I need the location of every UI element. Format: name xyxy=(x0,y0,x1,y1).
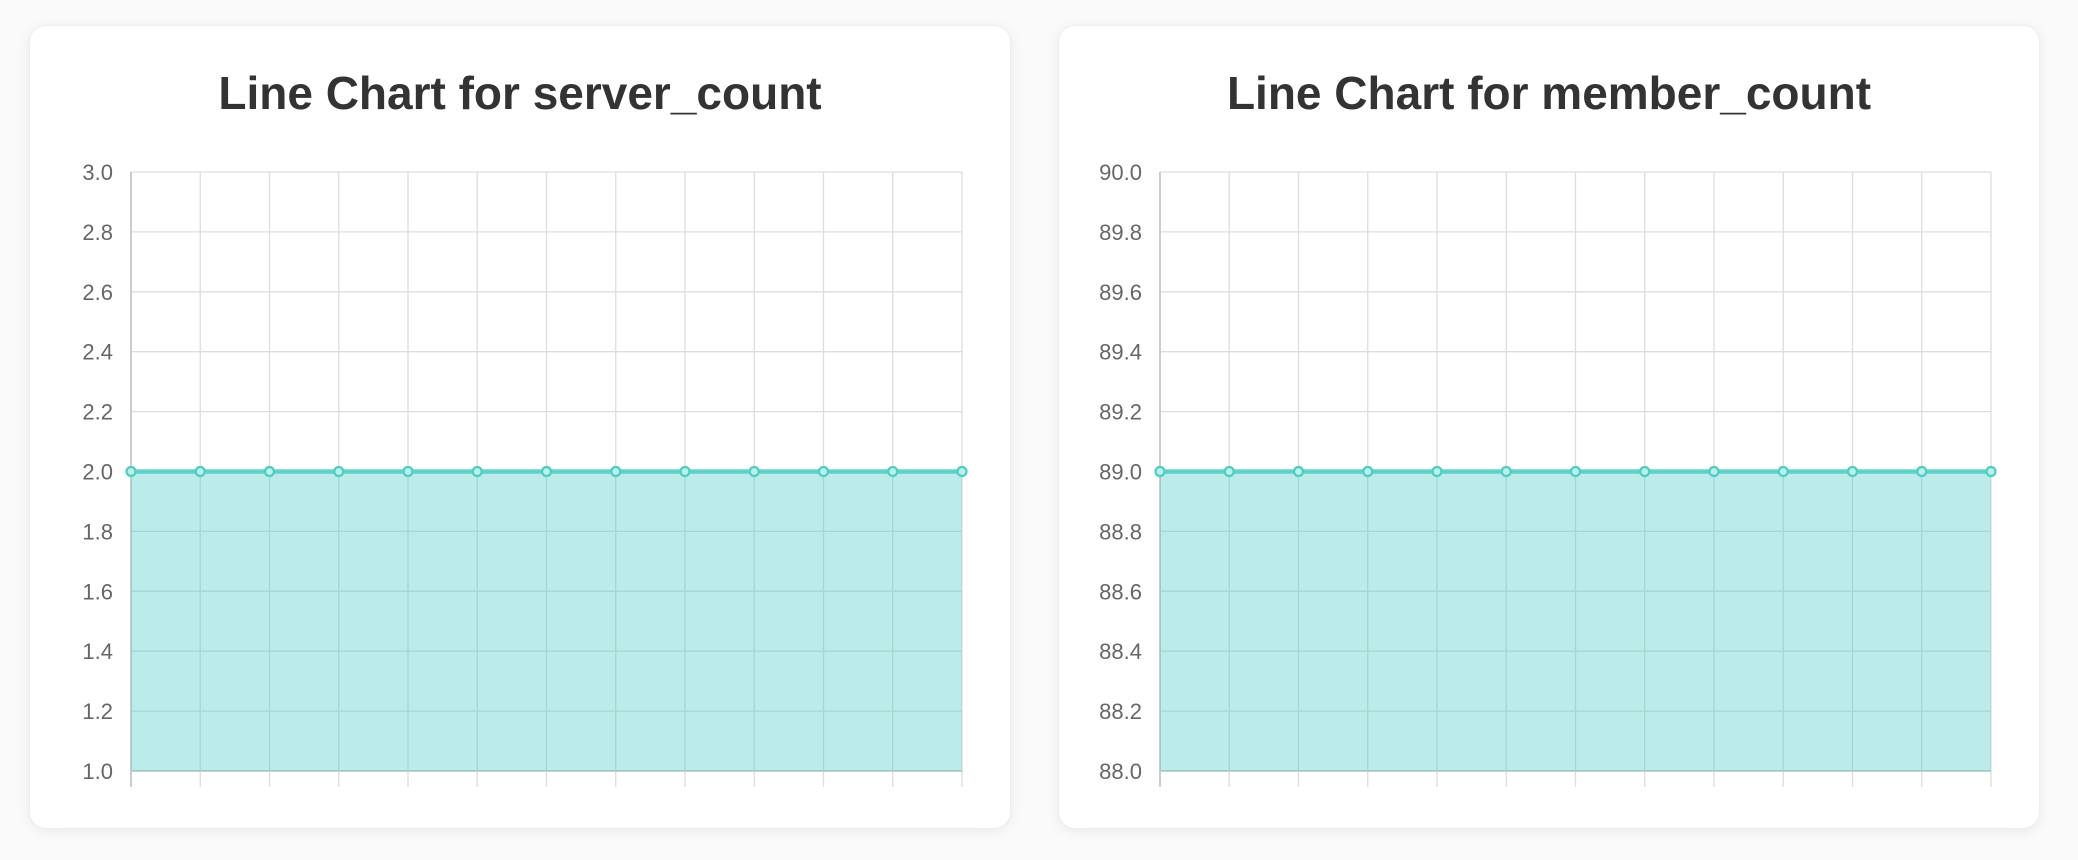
data-point xyxy=(1500,465,1512,478)
data-point xyxy=(540,465,553,478)
y-tick-label: 90.0 xyxy=(1099,160,1142,185)
data-point xyxy=(817,465,830,478)
data-point xyxy=(1154,465,1166,478)
data-point xyxy=(679,465,691,478)
data-point xyxy=(1292,465,1305,478)
y-tick-label: 88.8 xyxy=(1099,519,1142,544)
data-point xyxy=(471,465,483,478)
chart-title: Line Chart for server_count xyxy=(218,67,822,119)
chart-card-member-count: Line Chart for member_count 90.0 89.8 89.6… xyxy=(1059,26,2039,828)
chart-card-server-count: Line Chart for server_count 3.0 2.8 2.6 2.4… xyxy=(30,26,1010,828)
y-tick-label: 88.0 xyxy=(1099,759,1142,784)
y-tick-label: 89.4 xyxy=(1099,340,1142,365)
data-point xyxy=(1431,465,1443,478)
data-point xyxy=(1708,465,1720,478)
series-area-fill xyxy=(131,471,962,771)
data-point xyxy=(1362,465,1374,478)
y-tick-label: 1.8 xyxy=(82,519,113,544)
y-tick-label: 1.4 xyxy=(82,639,113,664)
data-point xyxy=(956,465,968,478)
y-tick-label: 2.4 xyxy=(82,340,113,365)
y-tick-label: 89.2 xyxy=(1099,400,1142,425)
data-point xyxy=(887,465,899,478)
y-tick-label: 1.0 xyxy=(82,759,113,784)
data-point xyxy=(263,465,276,478)
y-tick-label: 89.6 xyxy=(1099,280,1142,305)
data-point xyxy=(748,465,760,478)
y-tick-label: 89.8 xyxy=(1099,220,1142,245)
data-point xyxy=(333,465,345,478)
data-point xyxy=(1846,465,1859,478)
y-tick-label: 89.0 xyxy=(1099,460,1142,485)
y-tick-label: 2.8 xyxy=(82,220,113,245)
data-point xyxy=(1985,465,1997,478)
y-tick-label: 88.4 xyxy=(1099,639,1142,664)
y-tick-label: 1.6 xyxy=(82,579,113,604)
series-area-fill xyxy=(1160,471,1991,771)
y-tick-label: 3.0 xyxy=(82,160,113,185)
y-tick-label: 2.6 xyxy=(82,280,113,305)
data-point xyxy=(610,465,622,478)
y-tick-label: 2.0 xyxy=(82,460,113,485)
y-tick-label: 1.2 xyxy=(82,699,113,724)
data-point xyxy=(402,465,414,478)
data-point xyxy=(1777,465,1789,478)
data-point xyxy=(125,465,137,478)
y-tick-label: 88.2 xyxy=(1099,699,1142,724)
line-chart-member-count: 90.0 89.8 89.6 89.4 89.2 89.0 88.8 88.6 88.4 88.2… xyxy=(1099,160,1997,787)
y-tick-label: 88.6 xyxy=(1099,579,1142,604)
data-point xyxy=(1223,465,1235,478)
chart-title: Line Chart for member_count xyxy=(1226,67,1872,119)
y-tick-label: 2.2 xyxy=(82,400,113,425)
data-point xyxy=(194,465,206,478)
data-point xyxy=(1639,465,1651,478)
top-strip xyxy=(0,0,2078,10)
data-point xyxy=(1916,465,1928,478)
line-chart-server-count: 3.0 2.8 2.6 2.4 2.2 2.0 1.8 1.6 1.4 1.2 1.0 xyxy=(82,160,968,787)
data-point xyxy=(1569,465,1582,478)
